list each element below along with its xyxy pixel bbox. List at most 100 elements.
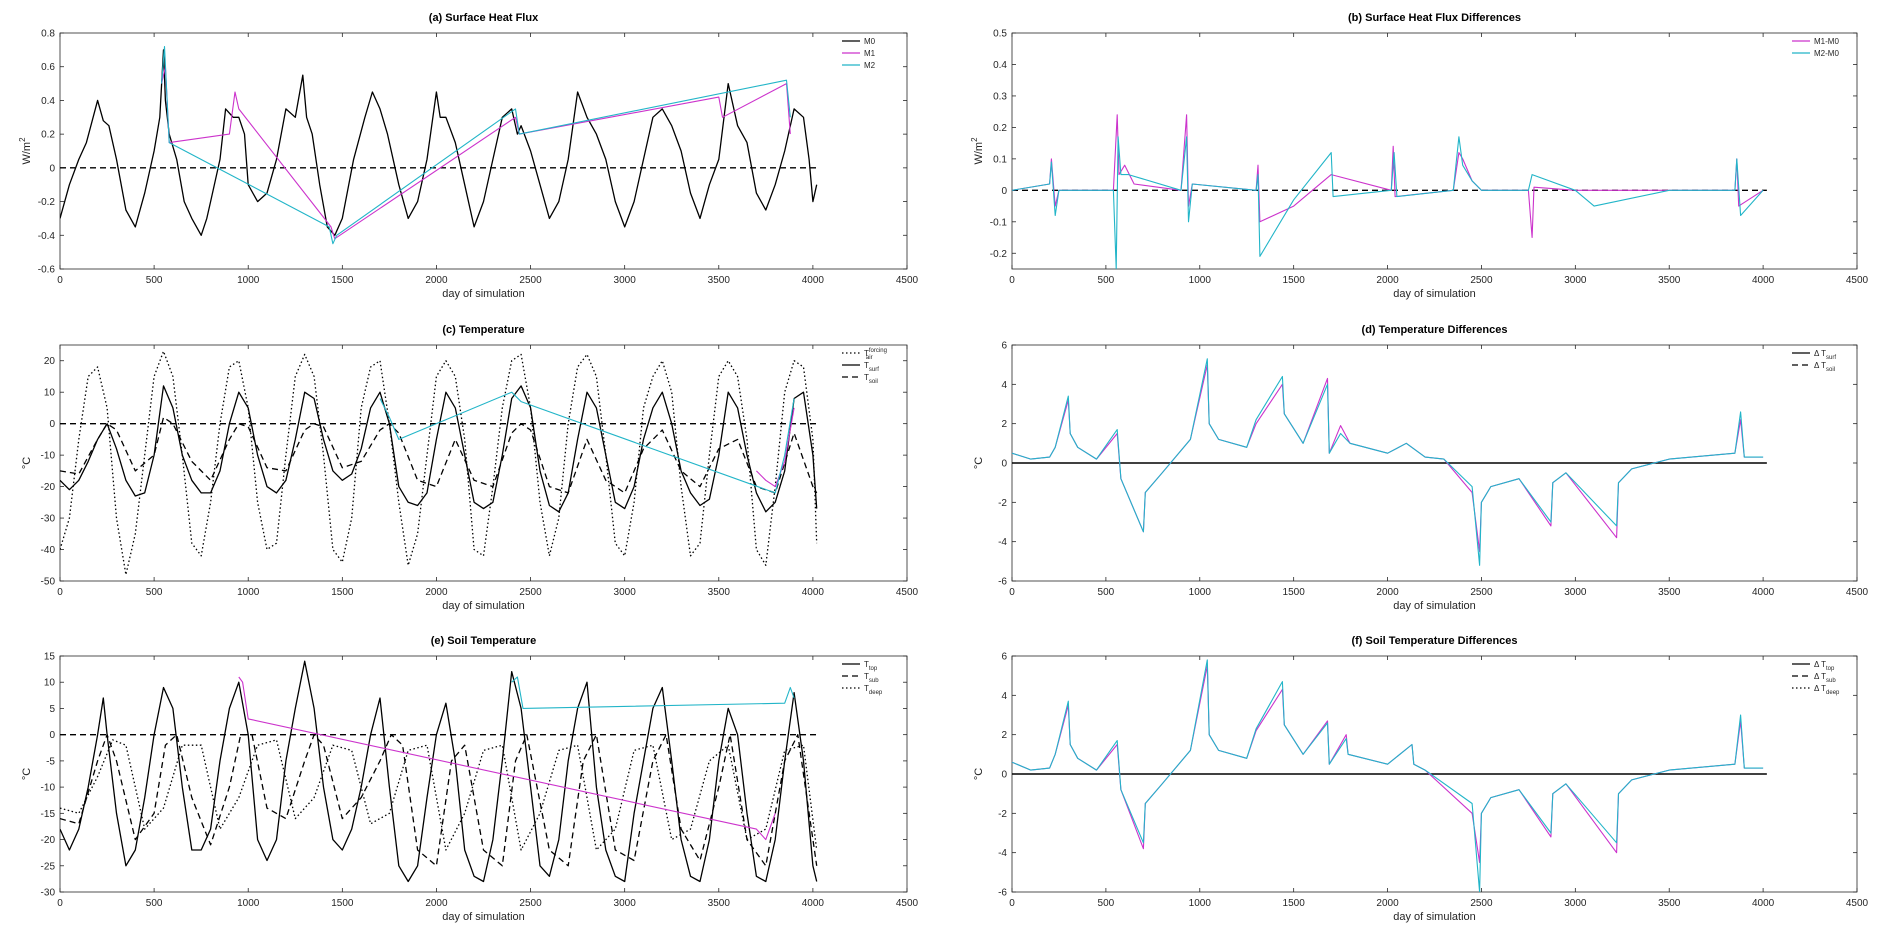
legend-label: Tsurf	[864, 361, 879, 373]
x-tick-label: 1500	[1283, 898, 1306, 909]
x-tick-label: 500	[1098, 587, 1115, 598]
legend-label: Δ Tsub	[1814, 672, 1836, 684]
series-line-m1	[238, 676, 776, 841]
x-tick-label: 4500	[896, 898, 919, 909]
legend-label: M1-M0	[1814, 37, 1839, 46]
y-tick-label: 0.8	[41, 29, 55, 40]
x-tick-label: 2500	[1470, 898, 1493, 909]
series-line-t-soil	[60, 416, 818, 494]
x-tick-label: 1000	[237, 587, 260, 598]
y-tick-label: 2	[1001, 419, 1007, 430]
chart-title: (a) Surface Heat Flux	[429, 12, 539, 24]
y-tick-label: 0	[49, 419, 55, 430]
x-tick-label: 4000	[1752, 275, 1775, 286]
chart-title: (b) Surface Heat Flux Differences	[1348, 12, 1521, 24]
y-tick-label: 0.4	[41, 96, 55, 107]
x-tick-label: 4000	[1752, 898, 1775, 909]
x-tick-label: 500	[1098, 275, 1115, 286]
x-tick-label: 3000	[614, 898, 637, 909]
x-tick-label: 3500	[708, 587, 731, 598]
y-tick-label: 0.2	[41, 130, 55, 141]
chart-title: (f) Soil Temperature Differences	[1351, 635, 1517, 647]
series-line-m2-m0	[1012, 136, 1764, 269]
series-line-t-deep	[60, 739, 818, 851]
x-tick-label: 2000	[1376, 275, 1399, 286]
series-line-m1	[161, 66, 791, 240]
series-line-t-sub	[60, 734, 818, 867]
y-tick-label: 2	[1001, 730, 1007, 741]
y-tick-label: -6	[998, 888, 1007, 899]
x-tick-label: 2500	[1470, 587, 1493, 598]
y-axis-label: W/m2	[18, 137, 33, 165]
x-tick-label: 2000	[1376, 898, 1399, 909]
y-tick-label: 20	[44, 356, 56, 367]
chart-panel-b: (b) Surface Heat Flux Differences 0 500 100…	[970, 12, 1869, 300]
y-tick-label: -4	[998, 537, 1007, 548]
y-axis-label: °C	[21, 457, 33, 469]
x-tick-label: 1500	[331, 587, 354, 598]
x-tick-label: 3500	[1658, 898, 1681, 909]
x-tick-label: 1000	[237, 275, 260, 286]
x-tick-label: 4500	[1846, 587, 1869, 598]
y-tick-label: -40	[41, 545, 56, 556]
x-tick-label: 1000	[1189, 275, 1212, 286]
axes-box	[1011, 32, 1858, 270]
series-line-m2	[511, 676, 795, 709]
y-tick-label: 0	[1001, 186, 1007, 197]
series-line-t-surf	[60, 385, 818, 513]
y-tick-label: 0.1	[993, 154, 1007, 165]
legend-label: Tdeep	[864, 684, 883, 696]
y-tick-label: -30	[41, 888, 56, 899]
x-tick-label: 2500	[519, 275, 542, 286]
y-tick-label: 0.5	[993, 29, 1007, 40]
y-tick-label: -50	[41, 577, 56, 588]
y-tick-label: -2	[998, 809, 1007, 820]
y-tick-label: -0.2	[990, 249, 1008, 260]
y-tick-label: 0.6	[41, 62, 55, 73]
y-tick-label: 0.4	[993, 60, 1007, 71]
x-tick-label: 2000	[425, 898, 448, 909]
y-axis-label: °C	[21, 768, 33, 780]
axes-box	[59, 655, 908, 893]
y-tick-label: -30	[41, 514, 56, 525]
x-tick-label: 2000	[1376, 587, 1399, 598]
y-axis-label: W/m2	[970, 137, 985, 165]
x-tick-label: 4000	[1752, 587, 1775, 598]
chart-panel-c: (c) Temperature 0 500 1000 1500 2000 2500 3000 3…	[21, 324, 919, 612]
y-axis-label: °C	[973, 457, 985, 469]
series-line-t-air-forcing	[60, 350, 818, 576]
x-tick-label: 4500	[1846, 898, 1869, 909]
legend-label: Tsub	[864, 672, 879, 684]
series-line-m0	[60, 49, 818, 236]
series-line-t-top	[60, 660, 818, 883]
x-tick-label: 1500	[1283, 587, 1306, 598]
legend-label: M2	[864, 61, 876, 70]
x-tick-label: 0	[57, 587, 63, 598]
legend-label: Δ Ttop	[1814, 660, 1835, 672]
legend-label: Ttop	[864, 660, 878, 672]
y-tick-label: 0	[1001, 770, 1007, 781]
x-tick-label: 2500	[519, 898, 542, 909]
x-axis-label: day of simulation	[1393, 911, 1476, 923]
y-tick-label: 0	[49, 730, 55, 741]
y-tick-label: -0.1	[990, 217, 1008, 228]
y-tick-label: -0.6	[38, 265, 56, 276]
x-tick-label: 0	[57, 898, 63, 909]
y-tick-label: 6	[1001, 341, 1007, 352]
x-tick-label: 3500	[1658, 587, 1681, 598]
series-line-m1	[756, 407, 795, 488]
chart-panel-f: (f) Soil Temperature Differences 0 500 1000…	[973, 635, 1869, 923]
y-tick-label: 4	[1001, 691, 1007, 702]
x-tick-label: 1000	[1189, 898, 1212, 909]
y-tick-label: 0.2	[993, 123, 1007, 134]
x-tick-label: 4500	[896, 587, 919, 598]
y-tick-label: -4	[998, 848, 1007, 859]
x-tick-label: 1000	[237, 898, 260, 909]
y-tick-label: -25	[41, 861, 56, 872]
legend-label: M2-M0	[1814, 49, 1839, 58]
y-tick-label: 15	[44, 652, 56, 663]
x-tick-label: 4000	[802, 587, 825, 598]
y-tick-label: -15	[41, 809, 56, 820]
legend-label: Δ Tdeep	[1814, 684, 1840, 696]
x-tick-label: 0	[1009, 275, 1015, 286]
